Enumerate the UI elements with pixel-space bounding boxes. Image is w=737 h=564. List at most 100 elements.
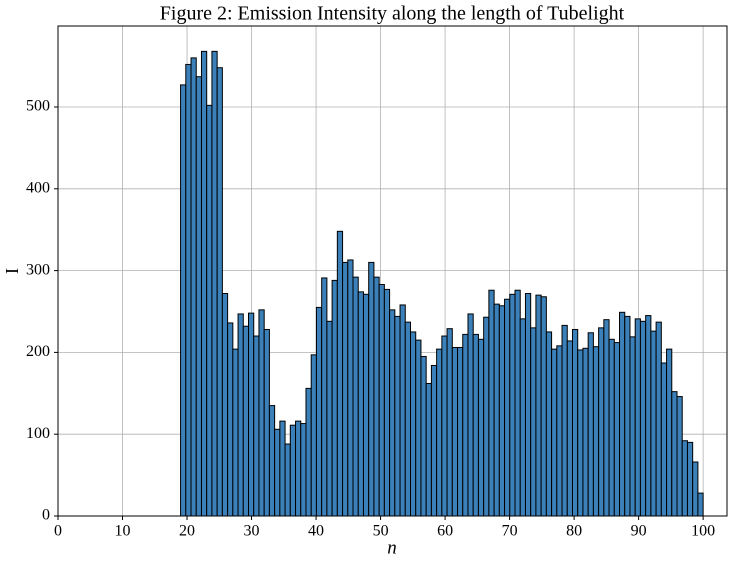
bar	[441, 335, 448, 517]
bar	[289, 424, 297, 517]
bar	[613, 342, 621, 517]
x-tick-label: 20	[179, 523, 195, 540]
bar	[457, 346, 464, 517]
bar	[619, 311, 626, 517]
bar	[389, 309, 396, 517]
x-tick-label: 40	[308, 523, 324, 540]
bar	[253, 335, 260, 517]
x-tick-label: 50	[373, 523, 389, 540]
bar	[378, 283, 385, 517]
bar	[263, 328, 270, 517]
bar	[195, 76, 202, 517]
bar	[498, 305, 506, 517]
bar	[362, 293, 370, 517]
bar	[200, 50, 208, 517]
bar	[655, 321, 662, 517]
bar	[430, 364, 438, 517]
bar	[451, 346, 459, 517]
bar	[300, 423, 307, 517]
bar	[645, 315, 652, 517]
x-tick-label: 80	[566, 523, 582, 540]
bar	[603, 319, 610, 517]
bar	[310, 354, 317, 517]
bar	[467, 313, 474, 517]
bar	[483, 316, 490, 517]
bar	[295, 420, 302, 517]
bar	[660, 362, 668, 517]
x-tick-label: 0	[54, 523, 62, 540]
x-tick-label: 30	[244, 523, 260, 540]
bar	[509, 293, 516, 517]
bar	[399, 304, 406, 517]
bar	[650, 330, 657, 517]
bar	[221, 292, 229, 517]
bar	[237, 313, 244, 517]
bar	[305, 387, 312, 517]
bar	[686, 441, 694, 517]
bar	[692, 461, 699, 517]
bar	[357, 291, 364, 517]
bar	[519, 318, 526, 517]
bar	[436, 348, 443, 517]
y-tick-label: 0	[42, 507, 50, 524]
bar	[561, 324, 568, 517]
bar	[524, 292, 532, 517]
bar	[404, 321, 411, 517]
bar	[540, 296, 547, 517]
bar	[315, 306, 323, 517]
bar	[336, 230, 344, 517]
bar	[598, 327, 605, 517]
bar	[556, 345, 563, 517]
bar	[514, 289, 521, 517]
x-tick-label: 70	[502, 523, 518, 540]
y-axis-label: I	[2, 268, 22, 274]
bar	[368, 261, 375, 517]
bar	[394, 315, 401, 517]
y-tick-label: 500	[26, 98, 50, 115]
bar	[629, 336, 636, 517]
bar	[566, 340, 573, 517]
bar	[284, 443, 291, 517]
bar	[624, 315, 631, 517]
bar	[206, 104, 213, 517]
bar	[342, 261, 349, 517]
bar	[551, 348, 558, 517]
bar	[409, 331, 417, 517]
bar	[504, 298, 511, 517]
bar	[185, 63, 192, 517]
bar	[258, 309, 265, 517]
bar	[592, 346, 600, 517]
bar	[347, 259, 354, 517]
bar	[383, 288, 391, 517]
bar	[232, 348, 239, 517]
bar	[666, 348, 673, 517]
bar	[268, 405, 276, 517]
bar	[493, 303, 500, 517]
bar	[211, 50, 218, 517]
bar	[577, 349, 584, 517]
x-tick-label: 100	[691, 523, 715, 540]
bar	[326, 320, 333, 517]
y-tick-label: 300	[26, 261, 50, 278]
chart-title: Figure 2: Emission Intensity along the l…	[160, 3, 625, 25]
bar	[634, 318, 641, 517]
bar	[587, 332, 594, 517]
bar	[420, 355, 427, 517]
bar	[462, 333, 469, 517]
bar	[216, 67, 223, 517]
bar	[446, 328, 453, 517]
bar	[639, 320, 647, 517]
bar	[582, 347, 589, 517]
bar	[530, 327, 537, 517]
bar	[535, 294, 542, 517]
bar	[671, 391, 678, 517]
y-tick-label: 200	[26, 343, 50, 360]
bar	[352, 276, 359, 517]
bar	[477, 338, 485, 517]
bar	[190, 57, 197, 517]
x-axis-label: n	[387, 537, 397, 558]
bar	[545, 331, 553, 517]
bar	[373, 276, 380, 517]
bar	[488, 289, 495, 517]
